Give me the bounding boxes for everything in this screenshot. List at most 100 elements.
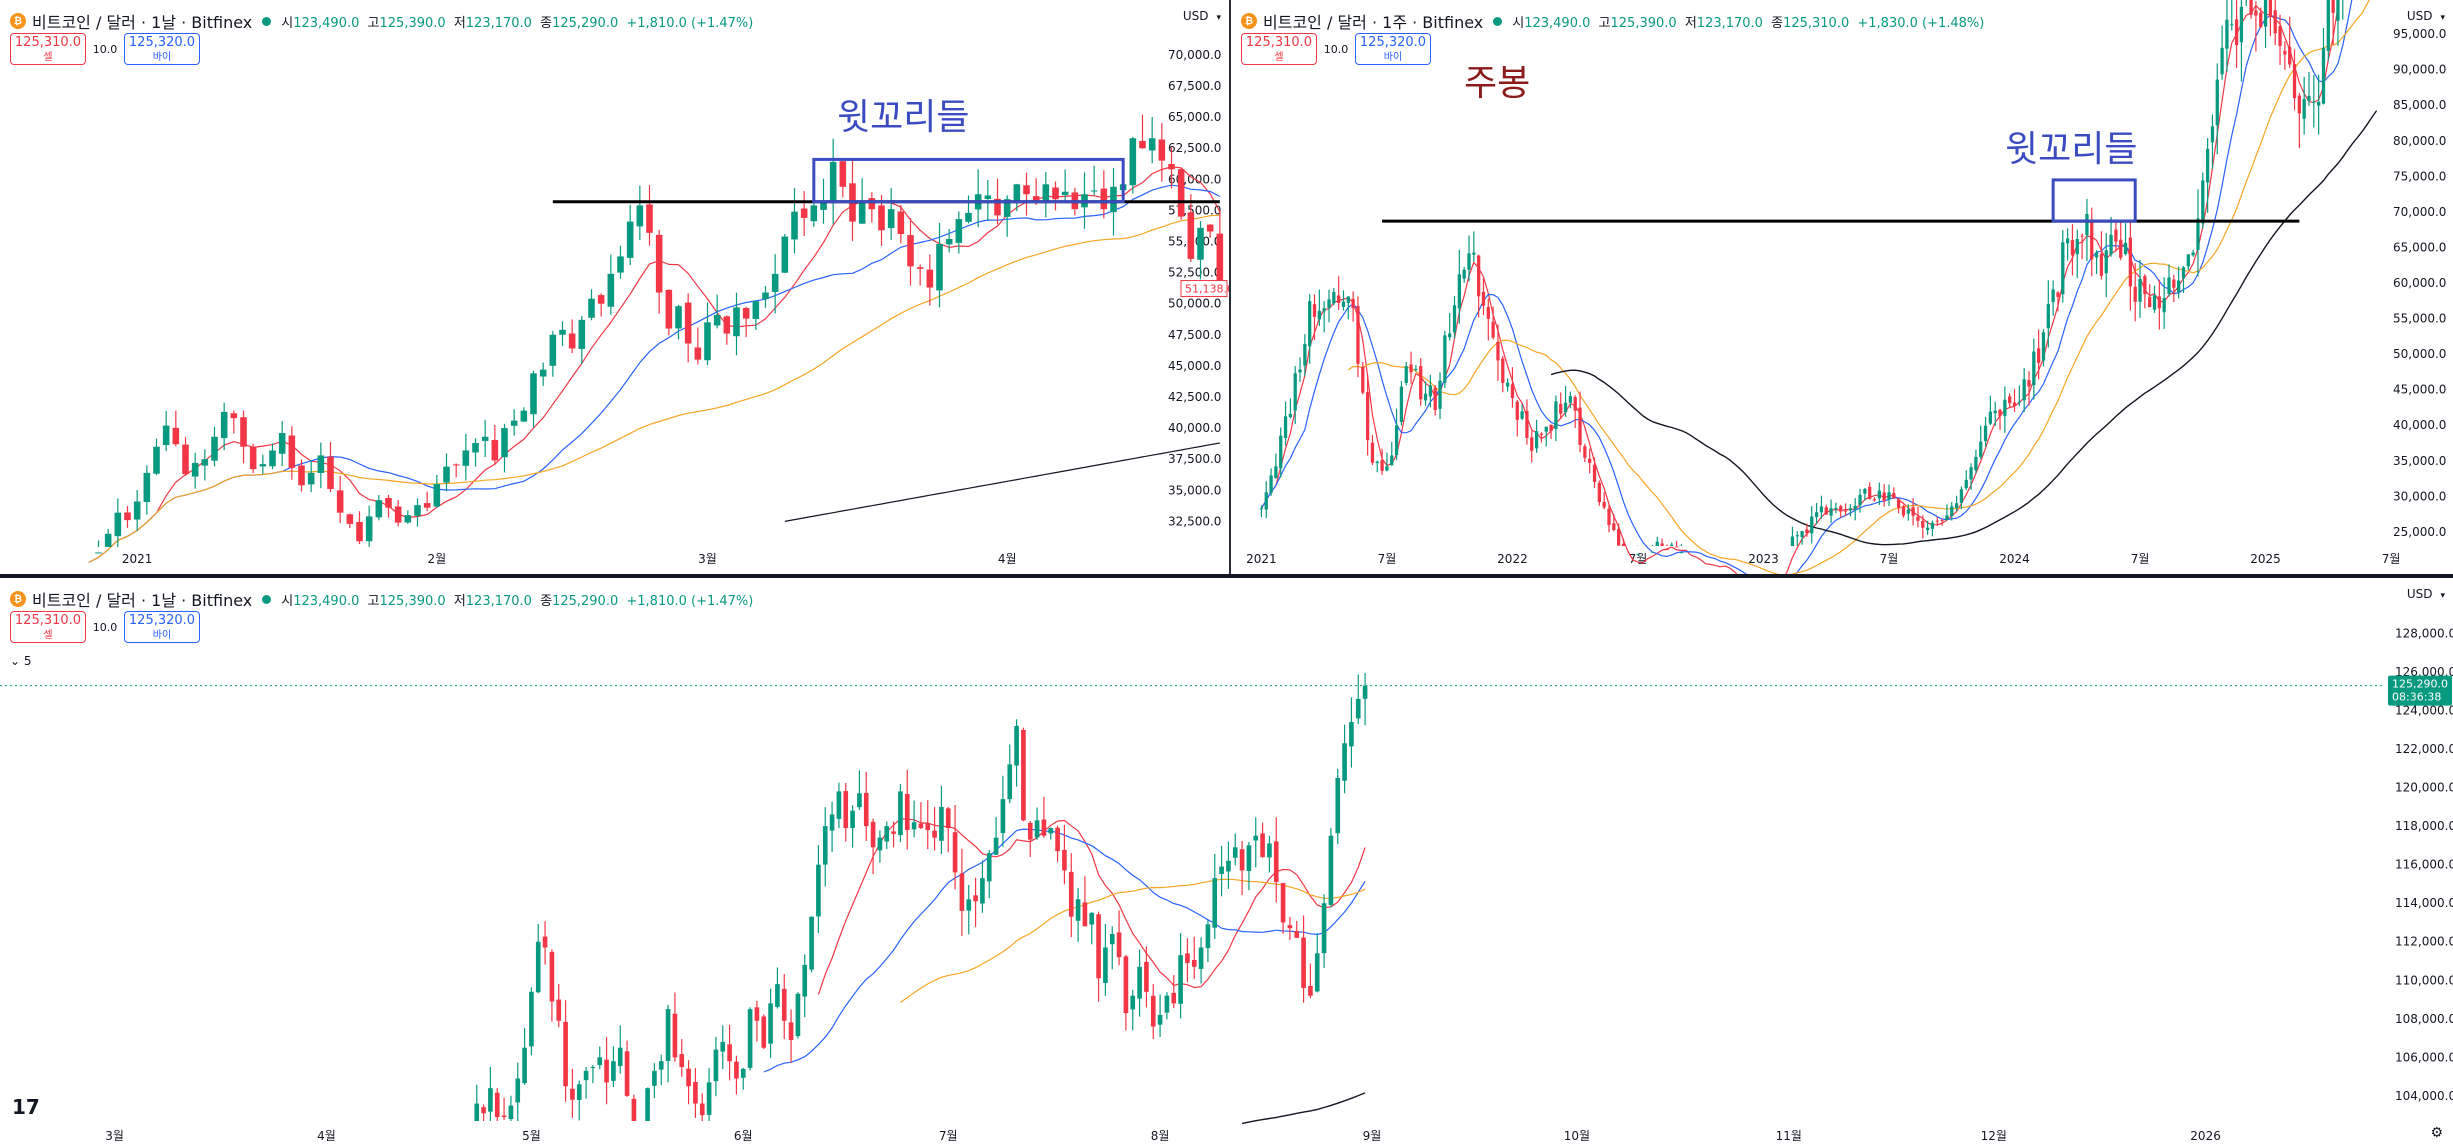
buy-button[interactable]: 125,320.0 바이 [124,33,200,65]
sell-button[interactable]: 125,310.0 셀 [10,33,86,65]
price-axis-label: 126,000.0 [2395,665,2453,679]
candle-body [1007,764,1013,800]
candle-body [1267,843,1272,858]
buy-button[interactable]: 125,320.0 바이 [124,611,200,643]
candlestick-chart[interactable]: 95,000.0 90,000.0 85,000.0 80,000.0 75,000.0… [1231,0,2453,574]
candle-body [1534,431,1539,449]
candle-body [809,916,814,970]
candle-body [433,484,441,507]
candle-body [1969,467,1973,480]
chart-pane-daily-2021[interactable]: ₿ 비트코인 / 달러 · 1날 · Bitfinex 시123,490.0 고… [0,0,1231,574]
ohlc-values: 시123,490.0 고125,390.0 저123,170.0 종125,29… [281,593,754,609]
candle-body [2032,351,2036,386]
candle-body [781,236,789,273]
candle-body [1219,866,1224,875]
pane-divider[interactable] [0,574,2453,576]
candle-body [452,464,460,466]
candle-body [965,212,972,222]
candle-body [1013,184,1021,201]
annotation-label-weekly[interactable]: 주봉 [1464,63,1531,104]
sell-button[interactable]: 125,310.0 셀 [10,611,86,643]
candle-body [816,864,821,917]
candle-body [529,991,534,1047]
candle-body [143,472,151,502]
price-axis-label: 112,000.0 [2395,935,2453,949]
candle-body [713,1049,719,1082]
candle-body [542,936,548,948]
candle-body [1404,366,1408,383]
candle-body [713,314,721,326]
candle-body [1843,510,1848,512]
candle-body [723,316,731,334]
candle-body [939,806,944,841]
candle-body [481,1107,486,1114]
candle-body [1103,947,1108,983]
candle-body [1959,489,1964,503]
ma-short-line [1260,0,2340,574]
candle-body [1365,392,1370,441]
candle-body [1089,912,1095,925]
candle-body [2090,219,2094,260]
candle-body [2162,298,2166,313]
quantity-value[interactable]: 10.0 [92,42,118,56]
candle-body [2094,252,2099,258]
candle-body [1568,396,1573,403]
candle-body [604,1059,609,1083]
candle-body [611,1061,616,1081]
price-axis-label: 65,000.0 [1168,110,1221,124]
sell-button[interactable]: 125,310.0 셀 [1241,33,1317,65]
candle-body [884,826,890,842]
price-axis-label: 70,000.0 [2393,205,2446,219]
candle-body [1061,191,1069,196]
candle-body [1819,506,1824,513]
quantity-value[interactable]: 10.0 [92,620,118,634]
candle-body [1342,743,1347,781]
candle-body [993,837,999,855]
annotation-label[interactable]: 윗꼬리들 [2005,129,2138,170]
candle-body [1872,499,1877,501]
bitcoin-icon: ₿ [10,591,26,607]
price-axis-label: 35,000.0 [1168,483,1221,497]
currency-selector[interactable]: USD ▾ [2406,587,2445,601]
candle-body [1848,508,1853,511]
candle-body [2196,218,2200,251]
chart-pane-daily-2025[interactable]: ₿ 비트코인 / 달러 · 1날 · Bitfinex 시123,490.0 고… [0,576,2453,1147]
quantity-value[interactable]: 10.0 [1323,42,1349,56]
buy-button[interactable]: 125,320.0 바이 [1355,33,1431,65]
candlestick-chart[interactable]: 70,000.067,500.065,000.062,500.060,000.0… [0,0,1229,574]
candle-body [1312,304,1317,317]
price-axis-label: 108,000.0 [2395,1012,2453,1026]
candle-body [1563,402,1568,413]
last-price-tag [1180,280,1228,298]
chart-pane-weekly[interactable]: ₿ 비트코인 / 달러 · 1주 · Bitfinex 시123,490.0 고… [1231,0,2453,574]
candle-body [747,1009,753,1068]
candle-body [936,243,943,291]
candle-body [1452,305,1457,333]
candle-body [1906,509,1910,514]
time-axis-label: 7월 [2382,552,2401,566]
candle-body [617,1047,623,1067]
indicators-collapse-toggle[interactable]: ⌄ 5 [10,654,32,668]
candle-body [1665,549,1669,551]
candle-body [1130,995,1136,1010]
price-axis-label: 70,000.0 [1168,48,1221,62]
candle-body [762,292,769,300]
candle-body [740,1068,746,1078]
candlestick-chart[interactable]: 128,000.0 126,000.0 124,000.0 122,000.0 120,… [0,578,2453,1147]
tradingview-logo-icon[interactable]: 17 [12,1095,40,1119]
candle-body [1950,506,1954,516]
candle-body [1433,387,1437,410]
candle-body [802,964,808,997]
gear-icon[interactable]: ⚙ [2430,1125,2443,1141]
candle-body [1314,953,1320,992]
currency-selector[interactable]: USD ▾ [1182,9,1221,23]
candle-body [800,208,808,218]
candle-body [1264,492,1268,510]
symbol-title[interactable]: 비트코인 / 달러 · 1날 · Bitfinex [32,13,253,32]
candle-body [2157,296,2161,309]
currency-selector[interactable]: USD ▾ [2406,9,2445,23]
symbol-title[interactable]: 비트코인 / 달러 · 1주 · Bitfinex [1263,13,1484,32]
annotation-label[interactable]: 윗꼬리들 [837,97,970,138]
candle-body [2205,148,2210,183]
symbol-title[interactable]: 비트코인 / 달러 · 1날 · Bitfinex [32,591,253,610]
